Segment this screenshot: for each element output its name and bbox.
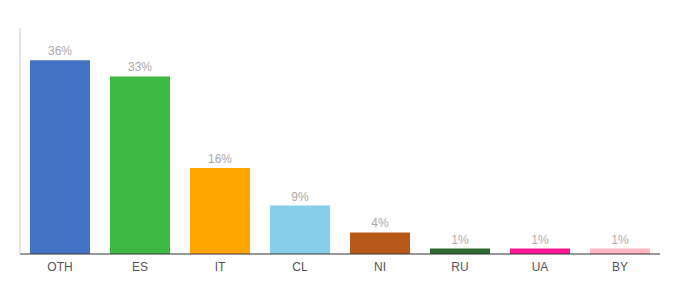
svg-text:BY: BY	[612, 260, 628, 274]
svg-text:OTH: OTH	[47, 260, 72, 274]
svg-text:4%: 4%	[371, 216, 389, 230]
svg-text:9%: 9%	[291, 190, 309, 204]
svg-text:1%: 1%	[611, 233, 629, 247]
svg-text:36%: 36%	[48, 44, 72, 58]
svg-text:RU: RU	[451, 260, 468, 274]
svg-text:1%: 1%	[451, 233, 469, 247]
svg-text:1%: 1%	[531, 233, 549, 247]
svg-text:IT: IT	[215, 260, 226, 274]
svg-text:NI: NI	[374, 260, 386, 274]
svg-text:ES: ES	[132, 260, 148, 274]
svg-text:UA: UA	[532, 260, 549, 274]
svg-text:33%: 33%	[128, 60, 152, 74]
svg-text:CL: CL	[292, 260, 308, 274]
svg-text:16%: 16%	[208, 152, 232, 166]
